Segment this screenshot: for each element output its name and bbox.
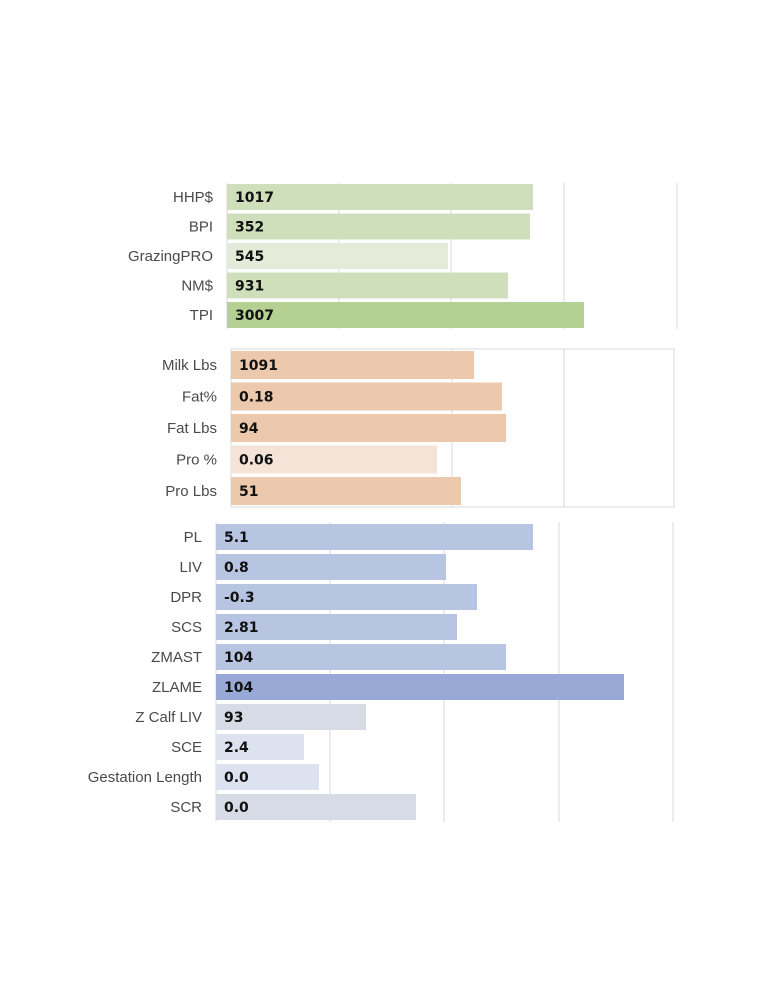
data-label: 3007: [235, 308, 274, 324]
bar: [231, 414, 506, 442]
data-label: 2.81: [224, 620, 259, 636]
data-label: 94: [239, 421, 259, 437]
category-label: SCS: [171, 619, 202, 636]
category-label: DPR: [170, 589, 202, 606]
bar: [216, 644, 506, 670]
data-label: 104: [224, 650, 253, 666]
yield-traits-chart: Milk Lbs 1091 Fat% 0.18 Fat Lbs 94 Pro % 0.06 Pr…: [162, 348, 675, 508]
category-label: Pro Lbs: [165, 483, 217, 500]
category-label: BPI: [189, 219, 213, 236]
category-label: SCR: [170, 799, 202, 816]
category-label: LIV: [179, 559, 202, 576]
data-label: 0.18: [239, 390, 274, 406]
bar: [227, 272, 508, 299]
category-label: ZMAST: [151, 649, 202, 666]
bar: [227, 243, 448, 269]
bar: [231, 477, 461, 505]
data-label: 51: [239, 484, 258, 500]
data-label: 0.0: [224, 800, 249, 816]
category-label: Pro %: [176, 452, 217, 469]
category-label: Milk Lbs: [162, 357, 217, 374]
data-label: 0.0: [224, 770, 249, 786]
bar: [227, 213, 530, 240]
bar: [216, 584, 477, 610]
bar: [216, 764, 319, 790]
bar: [231, 382, 502, 411]
category-label: ZLAME: [152, 679, 202, 696]
category-label: Fat%: [182, 389, 217, 406]
bar: [216, 614, 457, 640]
bar: [231, 351, 474, 379]
category-label: Fat Lbs: [167, 420, 217, 437]
category-label: Z Calf LIV: [135, 709, 202, 726]
bar: [216, 524, 533, 550]
production-index-chart: HHP$ 1017 BPI 352 GrazingPRO 545 NM$ 931 TPI 3007: [128, 183, 678, 329]
bar: [227, 302, 584, 328]
category-label: HHP$: [173, 189, 214, 206]
bar: [216, 704, 366, 730]
data-label: -0.3: [224, 590, 255, 606]
data-label: 93: [224, 710, 243, 726]
category-label: NM$: [181, 278, 213, 295]
category-label: PL: [184, 529, 202, 546]
health-fertility-chart: PL 5.1 LIV 0.8 DPR -0.3 SCS 2.81 ZMAST 104 ZLAME 10…: [88, 522, 674, 822]
bar: [216, 734, 304, 760]
data-label: 0.8: [224, 560, 249, 576]
data-label: 1091: [239, 358, 278, 374]
data-label: 2.4: [224, 740, 249, 756]
bar: [216, 674, 624, 700]
data-label: 1017: [235, 190, 274, 206]
bar: [231, 445, 437, 474]
category-label: GrazingPRO: [128, 248, 213, 265]
category-label: TPI: [190, 307, 213, 324]
category-label: Gestation Length: [88, 769, 202, 786]
data-label: 0.06: [239, 453, 274, 469]
category-label: SCE: [171, 739, 202, 756]
bar: [216, 554, 446, 580]
bar: [227, 184, 533, 210]
bar: [216, 794, 416, 820]
data-label: 545: [235, 249, 264, 265]
data-label: 931: [235, 279, 264, 295]
data-label: 352: [235, 220, 264, 236]
data-label: 104: [224, 680, 253, 696]
data-label: 5.1: [224, 530, 249, 546]
